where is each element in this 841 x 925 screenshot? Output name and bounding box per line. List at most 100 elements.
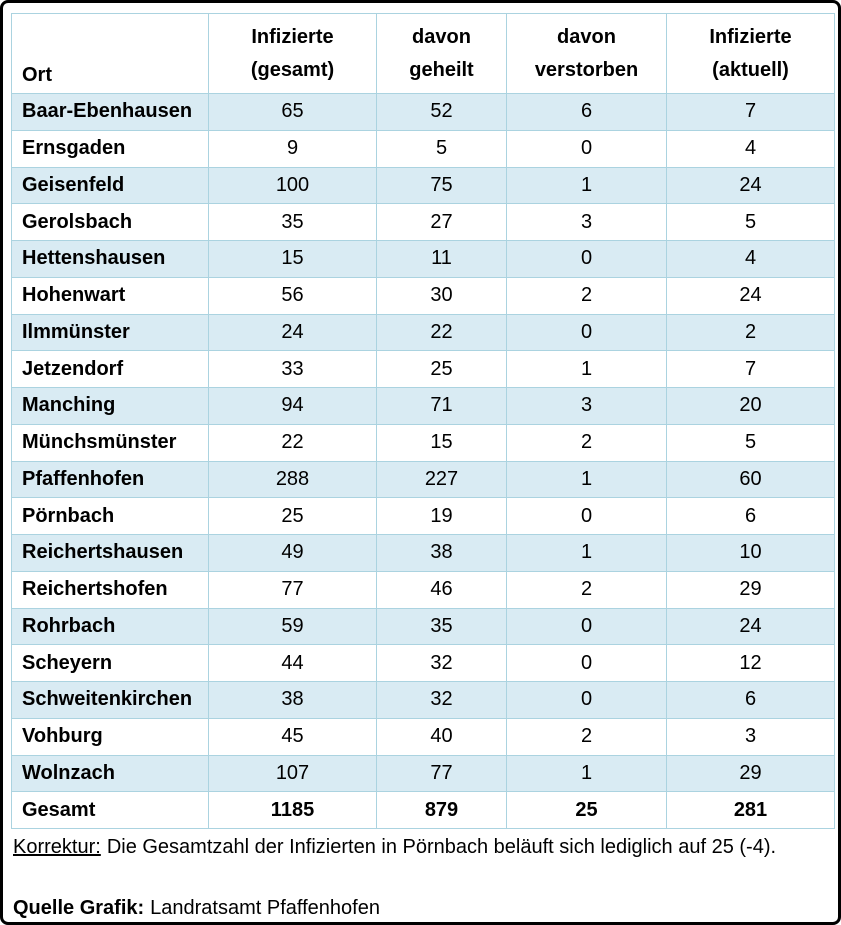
ort-cell: Ernsgaden	[11, 129, 209, 168]
source-text: Landratsamt Pfaffenhofen	[150, 897, 380, 919]
table-row: Ilmmünster 24 22 0 2	[11, 313, 835, 352]
value-cell: 0	[506, 129, 667, 168]
table-row: Vohburg 45 40 2 3	[11, 717, 835, 756]
value-cell: 35	[208, 203, 377, 241]
header-line-2: verstorben	[534, 58, 639, 81]
value-cell: 24	[666, 166, 835, 205]
value-cell: 24	[208, 313, 377, 352]
value-cell: 15	[376, 423, 507, 462]
ort-cell: Vohburg	[11, 717, 209, 756]
header-row: Ort Infizierte (gesamt) davon geheilt da…	[11, 13, 835, 94]
value-cell: 19	[376, 497, 507, 535]
value-cell: 281	[666, 791, 835, 829]
value-cell: 15	[208, 240, 377, 278]
value-cell: 33	[208, 350, 377, 388]
table-row: Scheyern 44 32 0 12	[11, 644, 835, 682]
table-row: Reichertshausen 49 38 1 10	[11, 534, 835, 572]
value-cell: 6	[506, 93, 667, 131]
value-cell: 0	[506, 607, 667, 646]
value-cell: 40	[376, 717, 507, 756]
ort-cell: Pörnbach	[11, 497, 209, 535]
value-cell: 3	[506, 387, 667, 425]
value-cell: 49	[208, 534, 377, 572]
ort-cell: Rohrbach	[11, 607, 209, 646]
value-cell: 45	[208, 717, 377, 756]
value-cell: 1185	[208, 791, 377, 829]
value-cell: 52	[376, 93, 507, 131]
value-cell: 77	[208, 570, 377, 609]
table-row: Pörnbach 25 19 0 6	[11, 497, 835, 535]
value-cell: 11	[376, 240, 507, 278]
table-row: Münchsmünster 22 15 2 5	[11, 423, 835, 462]
value-cell: 12	[666, 644, 835, 682]
table-row: Ernsgaden 9 5 0 4	[11, 129, 835, 168]
header-line-2: geheilt	[409, 58, 474, 81]
value-cell: 46	[376, 570, 507, 609]
value-cell: 32	[376, 681, 507, 719]
header-davon-verstorben: davon verstorben	[506, 13, 667, 94]
value-cell: 879	[376, 791, 507, 829]
correction-label: Korrektur:	[13, 836, 101, 858]
value-cell: 3	[666, 717, 835, 756]
value-cell: 71	[376, 387, 507, 425]
header-infizierte-gesamt: Infizierte (gesamt)	[208, 13, 377, 94]
ort-cell: Manching	[11, 387, 209, 425]
header-line-1: davon	[557, 25, 616, 48]
header-line-2: (aktuell)	[712, 58, 789, 81]
ort-cell: Münchsmünster	[11, 423, 209, 462]
table-row: Baar-Ebenhausen 65 52 6 7	[11, 93, 835, 131]
table-row: Pfaffenhofen 288 227 1 60	[11, 460, 835, 499]
table-row: Gerolsbach 35 27 3 5	[11, 203, 835, 241]
value-cell: 0	[506, 644, 667, 682]
value-cell: 30	[376, 276, 507, 315]
ort-cell: Scheyern	[11, 644, 209, 682]
ort-cell: Schweitenkirchen	[11, 681, 209, 719]
value-cell: 77	[376, 754, 507, 793]
value-cell: 1	[506, 754, 667, 793]
value-cell: 5	[376, 129, 507, 168]
value-cell: 29	[666, 754, 835, 793]
correction-note: Korrektur: Die Gesamtzahl der Infizierten…	[13, 836, 776, 859]
value-cell: 22	[376, 313, 507, 352]
value-cell: 24	[666, 276, 835, 315]
source-label: Quelle Grafik:	[13, 897, 145, 919]
value-cell: 25	[506, 791, 667, 829]
value-cell: 59	[208, 607, 377, 646]
header-davon-geheilt: davon geheilt	[376, 13, 507, 94]
ort-cell: Gerolsbach	[11, 203, 209, 241]
total-label-cell: Gesamt	[11, 791, 209, 829]
table-row: Reichertshofen 77 46 2 29	[11, 570, 835, 609]
value-cell: 65	[208, 93, 377, 131]
value-cell: 5	[666, 423, 835, 462]
ort-cell: Baar-Ebenhausen	[11, 93, 209, 131]
total-row: Gesamt 1185 879 25 281	[11, 791, 835, 829]
value-cell: 20	[666, 387, 835, 425]
ort-cell: Reichertshausen	[11, 534, 209, 572]
ort-cell: Jetzendorf	[11, 350, 209, 388]
value-cell: 2	[506, 423, 667, 462]
value-cell: 4	[666, 240, 835, 278]
table-row: Manching 94 71 3 20	[11, 387, 835, 425]
value-cell: 4	[666, 129, 835, 168]
ort-cell: Wolnzach	[11, 754, 209, 793]
value-cell: 1	[506, 166, 667, 205]
ort-cell: Hettenshausen	[11, 240, 209, 278]
value-cell: 6	[666, 497, 835, 535]
value-cell: 5	[666, 203, 835, 241]
value-cell: 2	[506, 570, 667, 609]
value-cell: 94	[208, 387, 377, 425]
value-cell: 288	[208, 460, 377, 499]
header-line-1: Infizierte	[251, 25, 334, 48]
value-cell: 44	[208, 644, 377, 682]
ort-cell: Pfaffenhofen	[11, 460, 209, 499]
value-cell: 107	[208, 754, 377, 793]
header-line-2: (gesamt)	[250, 58, 335, 81]
value-cell: 2	[506, 717, 667, 756]
table-row: Hettenshausen 15 11 0 4	[11, 240, 835, 278]
ort-cell: Reichertshofen	[11, 570, 209, 609]
value-cell: 56	[208, 276, 377, 315]
value-cell: 2	[666, 313, 835, 352]
value-cell: 3	[506, 203, 667, 241]
ort-cell: Hohenwart	[11, 276, 209, 315]
